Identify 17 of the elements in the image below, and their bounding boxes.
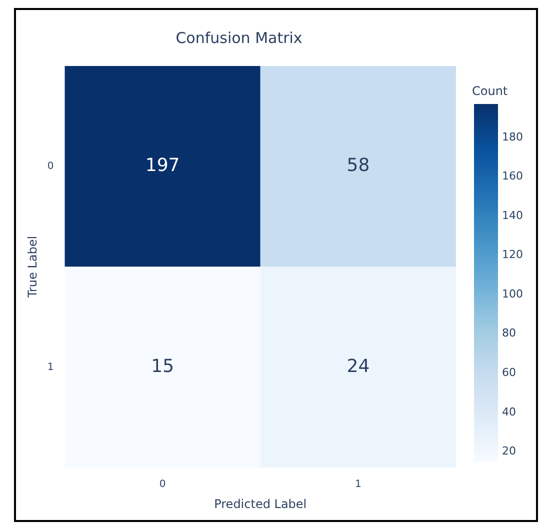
color-bar-label: 100 [502,287,523,300]
color-bar-label: 80 [502,326,516,340]
data-label: 197 [145,155,180,176]
color-bar-label: 180 [502,130,523,144]
chart-title: Confusion Matrix [176,28,302,47]
y-axis-title: True Label [25,236,40,299]
color-bar-label: 160 [502,170,523,183]
x-axis-title: Predicted Label [214,496,307,511]
color-bar-label: 140 [502,208,523,222]
data-label: 15 [151,356,174,377]
color-bar-label: 120 [502,248,523,262]
data-label: 58 [346,155,370,176]
data-label: 24 [346,356,370,377]
color-bar-title: Count [472,84,508,98]
color-bar-label: 20 [502,444,516,458]
color-bar-label: 60 [502,366,516,380]
color-bar-label: 40 [502,405,516,418]
